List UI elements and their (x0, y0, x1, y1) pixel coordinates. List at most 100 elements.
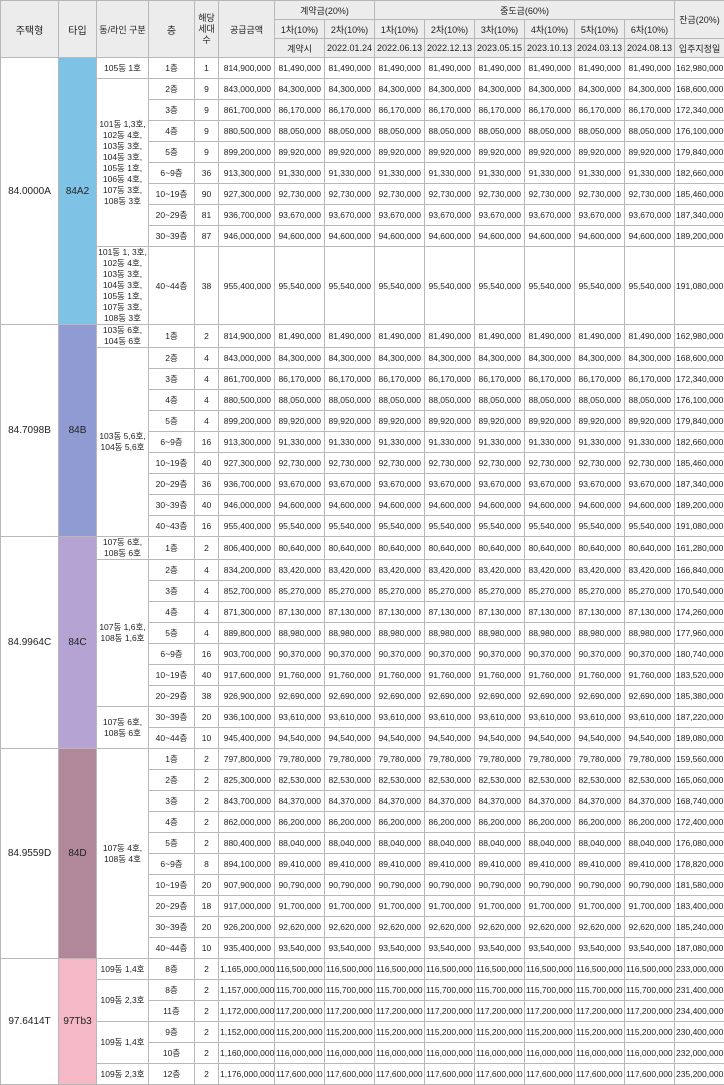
installment-cell: 90,370,000 (575, 644, 625, 665)
installment-cell: 95,540,000 (375, 516, 425, 537)
installment-cell: 90,790,000 (625, 875, 675, 896)
installment-cell: 88,050,000 (575, 121, 625, 142)
installment-cell: 86,170,000 (575, 100, 625, 121)
installment-cell: 88,040,000 (425, 833, 475, 854)
supply-price-cell: 843,000,000 (219, 348, 275, 369)
installment-cell: 93,670,000 (575, 474, 625, 495)
supply-price-cell: 880,500,000 (219, 121, 275, 142)
installment-cell: 87,130,000 (375, 602, 425, 623)
balance-cell: 177,960,000 (675, 623, 724, 644)
installment-cell: 93,670,000 (425, 474, 475, 495)
installment-cell: 91,330,000 (575, 163, 625, 184)
installment-cell: 80,640,000 (375, 537, 425, 560)
installment-cell: 90,370,000 (625, 644, 675, 665)
balance-cell: 185,460,000 (675, 453, 724, 474)
header-date: 계약시 (275, 39, 325, 58)
installment-cell: 83,420,000 (525, 560, 575, 581)
installment-cell: 90,790,000 (375, 875, 425, 896)
supply-price-cell: 913,300,000 (219, 163, 275, 184)
installment-cell: 92,730,000 (525, 453, 575, 474)
installment-cell: 94,600,000 (575, 226, 625, 247)
floor-cell: 8층 (149, 959, 195, 980)
installment-cell: 94,600,000 (325, 226, 375, 247)
installment-cell: 116,000,000 (625, 1043, 675, 1064)
floor-cell: 10~19층 (149, 665, 195, 686)
header-type: 타입 (59, 1, 97, 58)
installment-cell: 87,130,000 (275, 602, 325, 623)
installment-cell: 91,330,000 (625, 163, 675, 184)
installment-cell: 117,600,000 (275, 1064, 325, 1085)
installment-cell: 95,540,000 (625, 247, 675, 325)
header-installment: 4차(10%) (525, 20, 575, 39)
installment-cell: 92,730,000 (475, 453, 525, 474)
installment-cell: 93,670,000 (625, 474, 675, 495)
installment-cell: 84,370,000 (525, 791, 575, 812)
installment-cell: 115,700,000 (625, 980, 675, 1001)
floor-cell: 20~29층 (149, 205, 195, 226)
floor-cell: 6~9층 (149, 432, 195, 453)
installment-cell: 80,640,000 (325, 537, 375, 560)
installment-cell: 94,600,000 (575, 495, 625, 516)
households-cell: 2 (195, 1043, 219, 1064)
floor-cell: 1층 (149, 537, 195, 560)
supply-price-cell: 899,200,000 (219, 411, 275, 432)
floor-cell: 6~9층 (149, 163, 195, 184)
installment-cell: 91,330,000 (275, 432, 325, 453)
balance-cell: 187,340,000 (675, 474, 724, 495)
installment-cell: 89,920,000 (475, 142, 525, 163)
households-cell: 2 (195, 791, 219, 812)
balance-cell: 191,080,000 (675, 247, 724, 325)
supply-price-cell: 913,300,000 (219, 432, 275, 453)
installment-cell: 84,300,000 (425, 79, 475, 100)
installment-cell: 94,600,000 (375, 226, 425, 247)
installment-cell: 85,270,000 (425, 581, 475, 602)
installment-cell: 117,200,000 (425, 1001, 475, 1022)
floor-cell: 10~19층 (149, 875, 195, 896)
households-cell: 9 (195, 79, 219, 100)
installment-cell: 95,540,000 (325, 247, 375, 325)
installment-cell: 92,730,000 (275, 184, 325, 205)
installment-cell: 88,050,000 (375, 121, 425, 142)
installment-cell: 94,600,000 (275, 495, 325, 516)
households-cell: 2 (195, 959, 219, 980)
balance-cell: 159,560,000 (675, 749, 724, 770)
installment-cell: 93,610,000 (525, 707, 575, 728)
floor-cell: 9층 (149, 1022, 195, 1043)
installment-cell: 81,490,000 (275, 325, 325, 348)
supply-price-cell: 861,700,000 (219, 100, 275, 121)
installment-cell: 90,790,000 (575, 875, 625, 896)
installment-cell: 91,330,000 (325, 432, 375, 453)
supply-price-cell: 814,900,000 (219, 325, 275, 348)
installment-cell: 92,690,000 (325, 686, 375, 707)
balance-cell: 161,280,000 (675, 537, 724, 560)
installment-cell: 82,530,000 (525, 770, 575, 791)
installment-cell: 88,040,000 (475, 833, 525, 854)
installment-cell: 85,270,000 (525, 581, 575, 602)
installment-cell: 82,530,000 (275, 770, 325, 791)
supply-price-cell: 852,700,000 (219, 581, 275, 602)
balance-cell: 170,540,000 (675, 581, 724, 602)
installment-cell: 86,200,000 (325, 812, 375, 833)
installment-cell: 86,200,000 (525, 812, 575, 833)
header-date: 2023.10.13 (525, 39, 575, 58)
installment-cell: 83,420,000 (325, 560, 375, 581)
installment-cell: 93,670,000 (475, 474, 525, 495)
installment-cell: 94,600,000 (525, 226, 575, 247)
installment-cell: 86,170,000 (375, 369, 425, 390)
floor-cell: 20~29층 (149, 896, 195, 917)
installment-cell: 88,050,000 (575, 390, 625, 411)
installment-cell: 115,700,000 (375, 980, 425, 1001)
installment-cell: 94,600,000 (475, 495, 525, 516)
price-table-sheet: 주택형 타입 동/라인 구분 층 해당 세대수 공급금액 계약금(20%) 중도… (0, 0, 724, 1056)
installment-cell: 93,670,000 (575, 205, 625, 226)
house-type-cell: 97.6414T (1, 959, 59, 1085)
installment-cell: 93,670,000 (525, 205, 575, 226)
installment-cell: 115,700,000 (475, 980, 525, 1001)
house-type-cell: 84.0000A (1, 58, 59, 325)
balance-cell: 168,600,000 (675, 348, 724, 369)
installment-cell: 117,200,000 (575, 1001, 625, 1022)
households-cell: 9 (195, 142, 219, 163)
installment-cell: 115,700,000 (525, 980, 575, 1001)
house-type-cell: 84.7098B (1, 325, 59, 537)
